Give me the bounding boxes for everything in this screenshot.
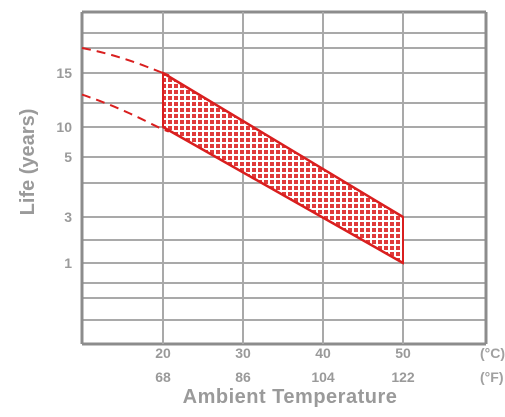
x-tick-label-celsius: 50 xyxy=(395,345,411,361)
x-tick-label-fahrenheit: 104 xyxy=(311,369,335,385)
x-tick-label-celsius: 40 xyxy=(315,345,331,361)
lower-limit-line xyxy=(162,125,404,265)
x-tick-label-celsius: 20 xyxy=(155,345,171,361)
y-tick-label: 5 xyxy=(64,149,72,165)
tick-labels: 15 10 5 3 1 20 68 30 86 40 104 50 122 xyxy=(56,65,414,385)
x-units-fahrenheit: (°F) xyxy=(480,369,503,385)
x-tick-label-fahrenheit: 122 xyxy=(391,369,415,385)
y-tick-label: 3 xyxy=(64,209,72,225)
x-axis-label: Ambient Temperature xyxy=(183,386,398,408)
y-tick-label: 1 xyxy=(64,255,72,271)
x-tick-label-fahrenheit: 68 xyxy=(155,369,171,385)
y-tick-label: 10 xyxy=(56,119,72,135)
grid xyxy=(80,10,488,346)
x-tick-label-celsius: 30 xyxy=(235,345,251,361)
life-band-area xyxy=(162,71,404,265)
upper-extrapolation-dashed xyxy=(81,47,170,77)
upper-limit-line xyxy=(162,71,404,219)
y-tick-label: 15 xyxy=(56,65,72,81)
x-tick-label-fahrenheit: 86 xyxy=(235,369,251,385)
lower-extrapolation-dashed xyxy=(81,93,170,133)
y-axis-label: Life (years) xyxy=(17,109,39,216)
life-band xyxy=(81,47,404,265)
x-units-celsius: (°C) xyxy=(480,345,505,361)
